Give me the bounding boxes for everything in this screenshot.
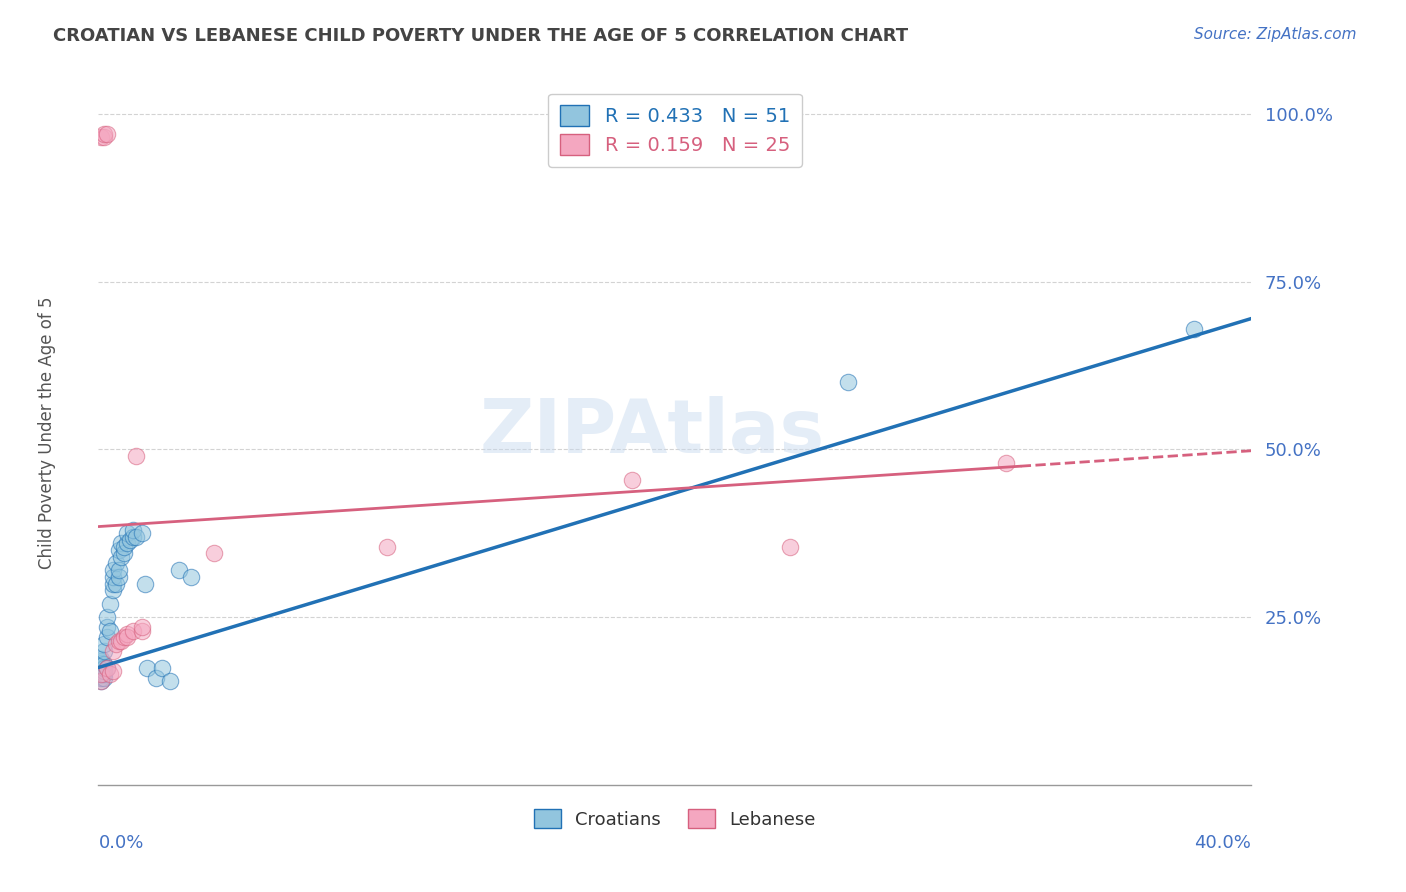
Point — [120, 533, 142, 547]
Point — [104, 637, 127, 651]
Point — [145, 671, 167, 685]
Legend: Croatians, Lebanese: Croatians, Lebanese — [526, 802, 824, 836]
Point — [112, 630, 135, 644]
Point — [122, 523, 145, 537]
Point — [112, 540, 135, 554]
Point — [104, 576, 127, 591]
Point — [150, 660, 173, 674]
Point — [90, 660, 112, 674]
Point — [995, 456, 1018, 470]
Text: Child Poverty Under the Age of 5: Child Poverty Under the Age of 5 — [38, 296, 56, 569]
Point — [112, 546, 135, 560]
Point — [90, 671, 112, 685]
Point — [110, 536, 132, 550]
Point — [96, 610, 118, 624]
Point — [107, 570, 129, 584]
Point — [107, 633, 129, 648]
Point — [107, 543, 129, 558]
Point — [837, 376, 859, 390]
Point — [90, 664, 112, 678]
Point — [90, 658, 112, 673]
Point — [90, 673, 112, 688]
Point — [93, 657, 115, 672]
Point — [107, 563, 129, 577]
Point — [101, 644, 124, 658]
Point — [93, 664, 115, 678]
Point — [90, 652, 112, 666]
Point — [93, 644, 115, 658]
Point — [117, 536, 139, 550]
Point — [180, 570, 202, 584]
Point — [90, 130, 112, 145]
Point — [136, 660, 159, 674]
Point — [134, 576, 156, 591]
Point — [93, 671, 115, 685]
Point — [110, 549, 132, 564]
Point — [159, 673, 181, 688]
Point — [125, 530, 148, 544]
Point — [202, 546, 225, 560]
Point — [96, 630, 118, 644]
Point — [122, 530, 145, 544]
Point — [98, 624, 121, 638]
Point — [110, 633, 132, 648]
Point — [101, 570, 124, 584]
Point — [93, 130, 115, 145]
Point — [375, 540, 398, 554]
Point — [93, 667, 115, 681]
Point — [104, 557, 127, 571]
Point — [96, 660, 118, 674]
Point — [101, 583, 124, 598]
Point — [98, 597, 121, 611]
Point — [93, 660, 115, 674]
Point — [117, 526, 139, 541]
Text: 40.0%: 40.0% — [1195, 834, 1251, 852]
Point — [90, 656, 112, 670]
Point — [122, 624, 145, 638]
Point — [90, 654, 112, 668]
Point — [620, 473, 643, 487]
Point — [93, 127, 115, 141]
Point — [131, 526, 153, 541]
Point — [96, 620, 118, 634]
Point — [93, 637, 115, 651]
Point — [125, 449, 148, 463]
Text: Source: ZipAtlas.com: Source: ZipAtlas.com — [1194, 27, 1357, 42]
Point — [167, 563, 190, 577]
Point — [101, 563, 124, 577]
Point — [117, 630, 139, 644]
Point — [131, 624, 153, 638]
Point — [90, 667, 112, 681]
Point — [1182, 321, 1205, 335]
Point — [101, 576, 124, 591]
Point — [90, 673, 112, 688]
Text: CROATIAN VS LEBANESE CHILD POVERTY UNDER THE AGE OF 5 CORRELATION CHART: CROATIAN VS LEBANESE CHILD POVERTY UNDER… — [53, 27, 908, 45]
Point — [131, 620, 153, 634]
Point — [117, 627, 139, 641]
Point — [779, 540, 801, 554]
Point — [98, 667, 121, 681]
Point — [96, 660, 118, 674]
Point — [96, 127, 118, 141]
Text: 0.0%: 0.0% — [98, 834, 143, 852]
Point — [90, 667, 112, 681]
Text: ZIPAtlas: ZIPAtlas — [479, 396, 824, 469]
Point — [101, 664, 124, 678]
